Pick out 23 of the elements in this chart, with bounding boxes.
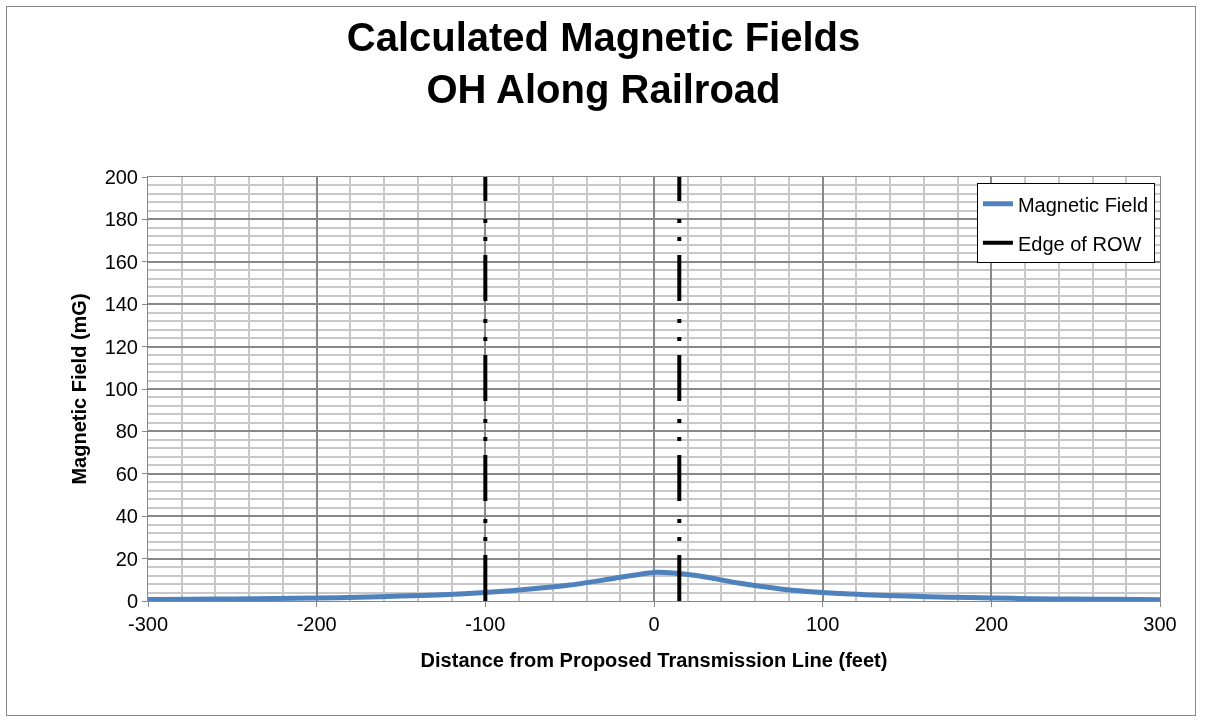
x-tick-label: -300 [127,613,169,635]
x-tick-label: 200 [974,613,1009,635]
y-tick-label: 180 [104,208,138,231]
legend-label: Edge of ROW [1017,232,1142,255]
x-tick-label: 100 [805,613,840,635]
x-tick-label: -200 [296,613,337,635]
x-tick-label: 300 [1143,613,1177,635]
y-tick-label: 200 [104,166,138,188]
y-tick-label: 40 [115,505,138,528]
y-tick-label: 60 [115,462,138,485]
y-axis-title: Magnetic Field (mG) [68,293,91,485]
legend-label: Magnetic Field [1017,193,1148,216]
y-tick-label: 120 [104,335,138,358]
y-tick-label: 80 [115,420,138,443]
y-tick-label: 140 [104,293,138,316]
y-tick-label: 20 [115,547,138,570]
x-tick-label: -100 [465,613,506,635]
x-axis-title: Distance from Proposed Transmission Line (feet) [420,648,888,671]
chart-title: Calculated Magnetic Fields OH Along Railroad [346,14,861,111]
y-tick-label: 100 [104,378,138,400]
y-tick-label: 160 [104,250,138,273]
y-tick-label: 0 [126,590,138,612]
x-tick-label: 0 [648,613,660,635]
